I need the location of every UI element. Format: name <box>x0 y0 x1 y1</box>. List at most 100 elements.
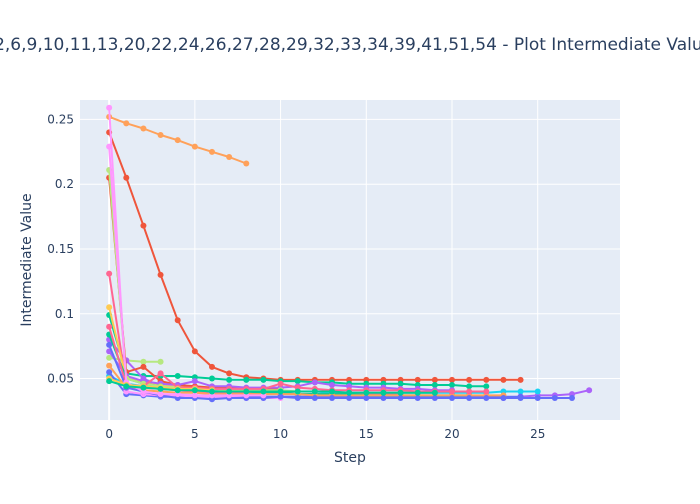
data-point[interactable] <box>140 363 147 370</box>
data-point[interactable] <box>106 323 113 330</box>
data-point[interactable] <box>397 389 404 396</box>
data-point[interactable] <box>277 393 284 400</box>
data-point[interactable] <box>311 388 318 395</box>
data-point[interactable] <box>106 143 113 150</box>
data-point[interactable] <box>449 376 455 383</box>
data-point[interactable] <box>243 376 250 383</box>
data-point[interactable] <box>397 380 404 387</box>
data-point[interactable] <box>226 154 233 161</box>
data-point[interactable] <box>277 388 284 395</box>
data-point[interactable] <box>123 174 130 181</box>
data-point[interactable] <box>414 394 421 401</box>
data-point[interactable] <box>140 125 147 132</box>
data-point[interactable] <box>294 388 301 395</box>
data-point[interactable] <box>534 394 541 401</box>
data-point[interactable] <box>157 271 164 278</box>
data-point[interactable] <box>346 389 353 396</box>
data-point[interactable] <box>431 382 438 389</box>
data-point[interactable] <box>157 391 164 398</box>
data-point[interactable] <box>191 348 198 355</box>
data-point[interactable] <box>157 358 164 365</box>
data-point[interactable] <box>243 160 250 167</box>
data-point[interactable] <box>483 376 490 383</box>
data-point[interactable] <box>311 394 318 401</box>
data-point[interactable] <box>209 375 215 382</box>
data-point[interactable] <box>140 358 147 365</box>
data-point[interactable] <box>260 376 267 383</box>
data-point[interactable] <box>483 388 490 395</box>
data-point[interactable] <box>191 378 198 385</box>
data-point[interactable] <box>449 394 455 401</box>
data-point[interactable] <box>191 392 198 399</box>
data-point[interactable] <box>277 380 284 387</box>
data-point[interactable] <box>311 379 318 386</box>
data-point[interactable] <box>209 363 215 370</box>
data-point[interactable] <box>517 376 524 383</box>
data-point[interactable] <box>517 388 524 395</box>
data-point[interactable] <box>414 376 421 383</box>
data-point[interactable] <box>174 137 181 144</box>
data-point[interactable] <box>106 270 113 277</box>
data-point[interactable] <box>431 389 438 396</box>
data-point[interactable] <box>123 120 130 127</box>
data-point[interactable] <box>174 372 181 379</box>
x-tick-label: 10 <box>273 427 288 441</box>
data-point[interactable] <box>140 222 147 229</box>
data-point[interactable] <box>380 389 387 396</box>
data-point[interactable] <box>586 387 593 394</box>
data-point[interactable] <box>449 382 455 389</box>
data-point[interactable] <box>500 394 507 401</box>
data-point[interactable] <box>106 104 113 111</box>
data-point[interactable] <box>329 394 335 401</box>
x-tick-label: 5 <box>191 427 199 441</box>
data-point[interactable] <box>431 394 438 401</box>
data-point[interactable] <box>414 389 421 396</box>
data-point[interactable] <box>466 388 473 395</box>
data-point[interactable] <box>106 362 113 369</box>
data-point[interactable] <box>397 394 404 401</box>
data-point[interactable] <box>123 383 130 390</box>
data-point[interactable] <box>106 369 113 376</box>
data-point[interactable] <box>226 388 233 395</box>
data-point[interactable] <box>209 148 215 155</box>
data-point[interactable] <box>483 394 490 401</box>
data-point[interactable] <box>106 304 113 311</box>
data-point[interactable] <box>191 387 198 394</box>
data-point[interactable] <box>517 394 524 401</box>
y-tick-labels: 0.05 0.1 0.15 0.2 0.25 <box>47 112 74 385</box>
data-point[interactable] <box>466 376 473 383</box>
data-point[interactable] <box>346 394 353 401</box>
data-point[interactable] <box>534 388 541 395</box>
data-point[interactable] <box>483 383 490 390</box>
data-point[interactable] <box>191 143 198 150</box>
data-point[interactable] <box>363 389 370 396</box>
data-point[interactable] <box>294 394 301 401</box>
data-point[interactable] <box>174 387 181 394</box>
data-point[interactable] <box>551 394 558 401</box>
data-point[interactable] <box>431 376 438 383</box>
data-point[interactable] <box>294 378 301 385</box>
data-point[interactable] <box>449 388 455 395</box>
data-point[interactable] <box>174 317 181 324</box>
data-point[interactable] <box>106 378 113 385</box>
plot-background <box>80 100 620 420</box>
data-point[interactable] <box>209 388 215 395</box>
data-point[interactable] <box>466 394 473 401</box>
data-point[interactable] <box>106 354 113 361</box>
data-point[interactable] <box>140 384 147 391</box>
data-point[interactable] <box>157 131 164 138</box>
data-point[interactable] <box>157 370 164 377</box>
data-point[interactable] <box>569 394 575 401</box>
data-point[interactable] <box>329 382 335 389</box>
data-point[interactable] <box>500 376 507 383</box>
data-point[interactable] <box>260 388 267 395</box>
data-point[interactable] <box>329 388 335 395</box>
data-point[interactable] <box>226 376 233 383</box>
data-point[interactable] <box>106 341 113 348</box>
data-point[interactable] <box>363 394 370 401</box>
data-point[interactable] <box>226 370 233 377</box>
data-point[interactable] <box>157 385 164 392</box>
data-point[interactable] <box>466 383 473 390</box>
data-point[interactable] <box>243 388 250 395</box>
data-point[interactable] <box>380 394 387 401</box>
